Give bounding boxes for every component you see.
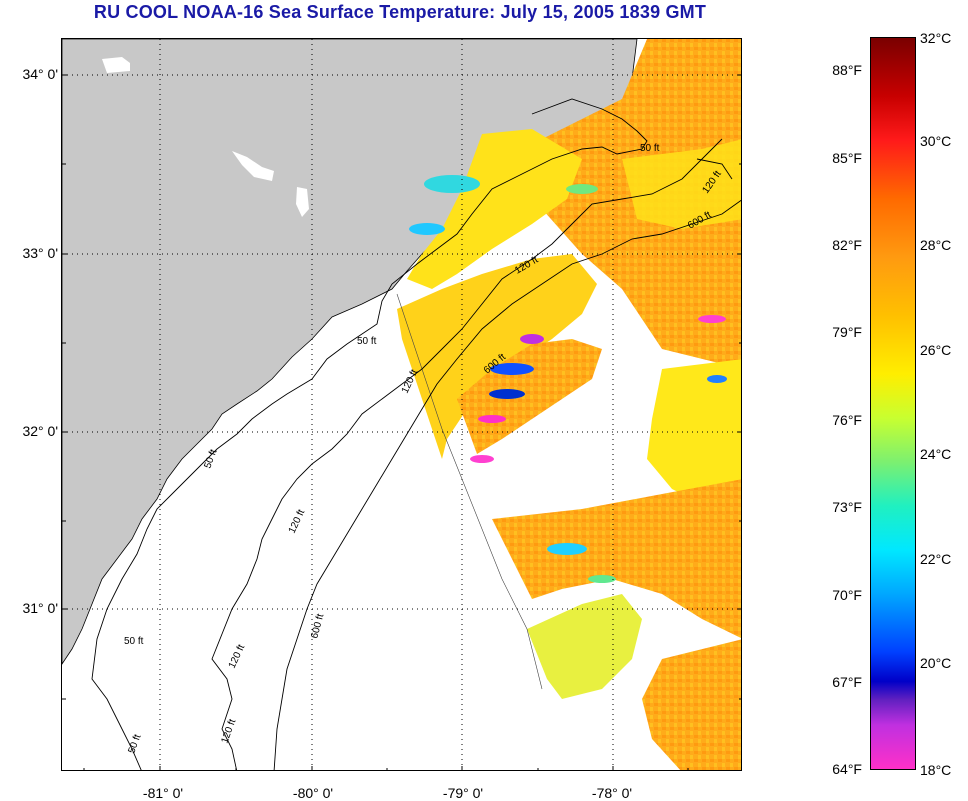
bathymetry-contours: [91, 98, 741, 770]
fahrenheit-label: 64°F: [832, 761, 862, 777]
contour-label: 50 ft: [202, 448, 219, 470]
contour-label: 120 ft: [227, 643, 248, 671]
temperature-colorbar: [870, 37, 916, 770]
contour-label: 50 ft: [126, 733, 143, 755]
fahrenheit-label: 88°F: [832, 62, 862, 78]
fahrenheit-label: 73°F: [832, 499, 862, 515]
longitude-label: -80° 0': [292, 785, 334, 801]
fahrenheit-label: 67°F: [832, 674, 862, 690]
latitude-label: 33° 0': [22, 245, 58, 261]
celsius-label: 28°C: [920, 237, 952, 253]
latitude-label: 34° 0': [22, 66, 58, 82]
swath-edge: [396, 293, 543, 690]
sst-map: 50 ft 50 ft 50 ft 50 ft 50 ft 120 ft 120…: [61, 38, 742, 771]
contour-label: 50 ft: [357, 336, 377, 347]
contour-label: 50 ft: [640, 143, 660, 154]
celsius-label: 20°C: [920, 655, 952, 671]
celsius-label: 26°C: [920, 342, 952, 358]
latitude-label: 32° 0': [22, 423, 58, 439]
celsius-label: 22°C: [920, 551, 952, 567]
longitude-label: -79° 0': [442, 785, 484, 801]
fahrenheit-label: 76°F: [832, 412, 862, 428]
fahrenheit-label: 79°F: [832, 324, 862, 340]
fahrenheit-label: 85°F: [832, 150, 862, 166]
contour-label: 120 ft: [219, 718, 238, 745]
latitude-label: 31° 0': [22, 600, 58, 616]
celsius-label: 30°C: [920, 133, 952, 149]
tick-marks: [62, 74, 741, 770]
lake: [232, 151, 274, 181]
celsius-label: 24°C: [920, 446, 952, 462]
fahrenheit-label: 82°F: [832, 237, 862, 253]
graticule: [62, 39, 741, 770]
celsius-label: 18°C: [920, 762, 952, 778]
longitude-label: -78° 0': [591, 785, 633, 801]
contour-label: 600 ft: [309, 613, 326, 640]
lake: [67, 707, 80, 723]
lake: [296, 187, 309, 217]
contour-label: 120 ft: [287, 508, 308, 536]
map-canvas: 50 ft 50 ft 50 ft 50 ft 50 ft 120 ft 120…: [62, 39, 741, 770]
lake: [102, 57, 130, 73]
fahrenheit-label: 70°F: [832, 587, 862, 603]
longitude-label: -81° 0': [142, 785, 184, 801]
map-title: RU COOL NOAA-16 Sea Surface Temperature:…: [93, 2, 707, 22]
contour-label: 50 ft: [124, 636, 144, 647]
celsius-label: 32°C: [920, 30, 952, 46]
